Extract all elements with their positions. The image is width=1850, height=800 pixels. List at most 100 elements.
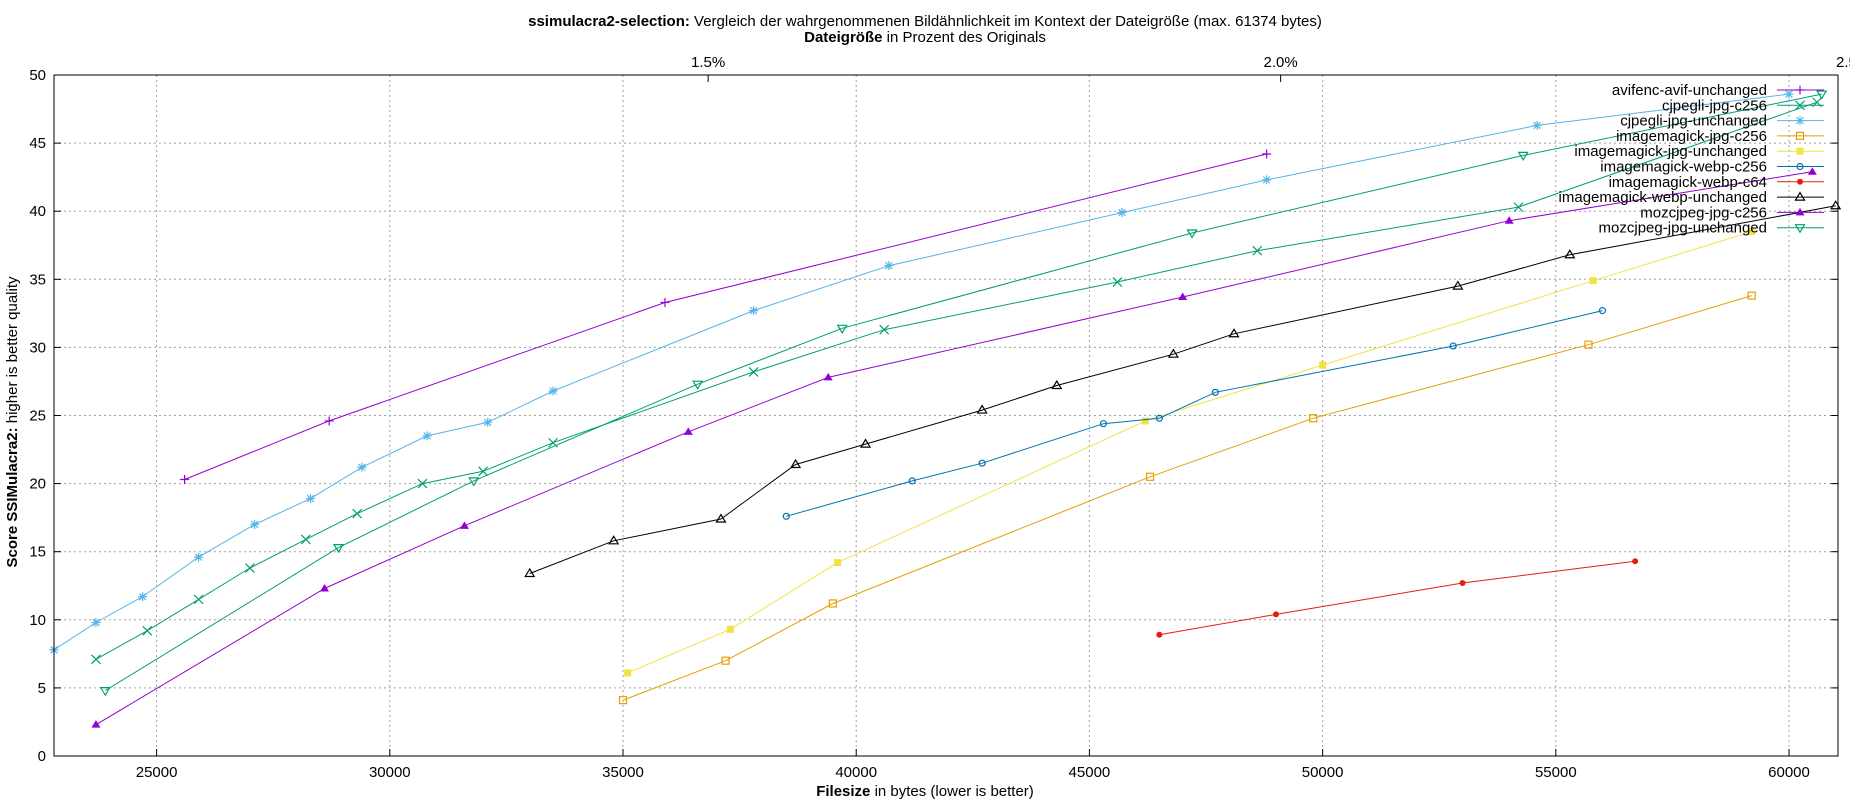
data-point [300,534,311,545]
data-point [1178,292,1188,301]
x2-axis-label: Dateigröße in Prozent des Originals [804,29,1046,46]
y-tick-label: 40 [29,203,46,220]
data-point [908,477,916,485]
x-axis-label: Filesize in bytes (lower is better) [816,783,1034,800]
data-point [1228,328,1240,338]
data-point [618,696,628,705]
grid-lines [54,75,1838,756]
x-tick-label: 50000 [1302,764,1344,781]
data-point [468,477,480,487]
data-point [834,559,842,567]
chart-title-rest: Vergleich der wahrgenommenen Bildähnlich… [690,13,1322,30]
data-point [324,416,334,426]
y-tick-label: 5 [38,680,46,697]
y-tick-label: 15 [29,544,46,561]
data-point [692,380,704,390]
data-point [422,431,432,441]
series-imagemagick-webp-c256 [782,307,1607,520]
chart-title-bold: ssimulacra2-selection: [528,13,690,30]
data-point [483,417,493,427]
data-point [823,372,833,381]
series-avifenc-avif-unchanged [180,149,1272,485]
data-point [138,592,148,602]
legend-item: avifenc-avif-unchanged [1612,82,1824,99]
legend-marker [1795,131,1805,140]
legend-marker [1795,85,1805,95]
data-point [624,669,632,677]
data-point [1155,414,1163,422]
data-point [548,437,558,448]
data-point [1747,291,1756,300]
legend-marker [1796,162,1804,171]
data-point [790,458,802,469]
y-tick-label: 10 [29,612,46,629]
legend-item: imagemagick-jpg-unchanged [1574,143,1824,160]
data-point [193,594,204,605]
data-point [1504,216,1514,224]
data-point [320,583,330,592]
y-tick-label: 35 [29,271,46,288]
data-point [748,366,759,377]
x-tick-label: 30000 [369,764,411,781]
data-point [721,656,730,665]
data-point [306,494,316,504]
data-point [884,261,894,271]
data-point [1262,175,1272,185]
data-point [1309,414,1318,423]
chart-title: ssimulacra2-selection: Vergleich der wah… [528,13,1322,30]
legend-marker [1795,116,1805,126]
data-point [1816,90,1828,100]
series-imagemagick-jpg-c256 [618,291,1756,705]
legend-label: imagemagick-webp-c64 [1609,174,1767,191]
data-point [1319,361,1327,369]
legend-item: cjpegli-jpg-unchanged [1620,113,1824,130]
x2-axis-label-bold: Dateigröße [804,29,882,46]
y-tick-label: 50 [29,67,46,84]
data-point [1589,277,1597,285]
data-point [91,654,101,665]
legend-item: imagemagick-webp-unchanged [1559,189,1824,206]
x-tick-label: 40000 [835,764,877,781]
legend-label: avifenc-avif-unchanged [1612,82,1767,99]
legend-label: imagemagick-webp-c256 [1600,159,1767,176]
data-point [91,720,101,728]
data-point [332,544,345,554]
data-point [978,459,986,467]
data-point [91,618,101,628]
data-point [782,512,790,520]
series-line [622,295,1752,701]
y-tick-label: 25 [29,408,46,425]
data-point [1186,229,1198,239]
legend-label: imagemagick-jpg-unchanged [1574,143,1767,160]
series-mozcjpeg-jpg-c256 [91,167,1817,728]
data-point [836,324,848,334]
series-imagemagick-jpg-unchanged [624,228,1756,677]
data-point [683,427,693,435]
data-point [608,535,620,545]
x-tick-label: 55000 [1535,764,1577,781]
x-tick-label: 60000 [1768,764,1810,781]
data-point [1272,611,1279,618]
series-line [184,153,1267,480]
legend-item: imagemagick-webp-c256 [1600,159,1824,176]
y-tick-label: 0 [38,748,46,765]
data-point [1117,208,1127,218]
legend-item: imagemagick-jpg-c256 [1616,128,1824,145]
data-point [1598,307,1607,315]
data-point [1167,348,1179,358]
x2-tick-label: 2.0% [1264,54,1298,71]
data-point [1141,417,1149,425]
data-point [194,552,204,562]
x-tick-label: 25000 [136,764,178,781]
legend-marker [1794,191,1806,201]
data-point [1807,167,1817,175]
legend-label: imagemagick-webp-unchanged [1559,189,1767,206]
series-layer [49,89,1842,728]
y-axis-label-bold: Score SSIMulacra2: [4,427,21,567]
legend: avifenc-avif-unchangedcjpegli-jpg-c256cj… [1559,82,1824,237]
data-point [828,599,837,608]
data-point [1449,342,1457,350]
data-point [1156,631,1163,638]
series-imagemagick-webp-unchanged [524,200,1842,578]
data-point [859,438,872,448]
